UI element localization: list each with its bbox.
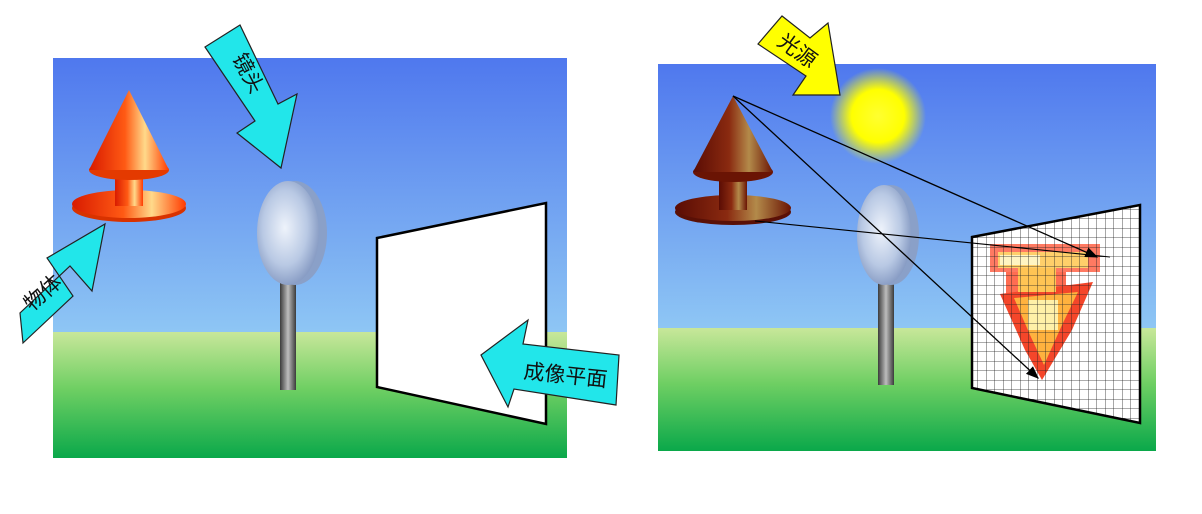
lens-label-arrow: 镜头: [204, 24, 298, 170]
image-plane-label-arrow: 成像平面: [480, 318, 620, 409]
light-source-label-arrow: 光源: [757, 15, 841, 96]
object-dark-cone: [675, 96, 791, 225]
right-scene: 光源: [658, 15, 1156, 451]
left-scene: 物体 镜头 成像平面: [19, 24, 620, 458]
image-plane-screen: [375, 201, 548, 426]
light-rays: [732, 95, 1111, 379]
object-label-arrow: 物体: [19, 222, 106, 345]
sun: [830, 68, 926, 164]
lens-on-stand: [257, 181, 327, 390]
object-red-cone: [72, 90, 186, 222]
pixel-grid-screen: [970, 203, 1142, 425]
